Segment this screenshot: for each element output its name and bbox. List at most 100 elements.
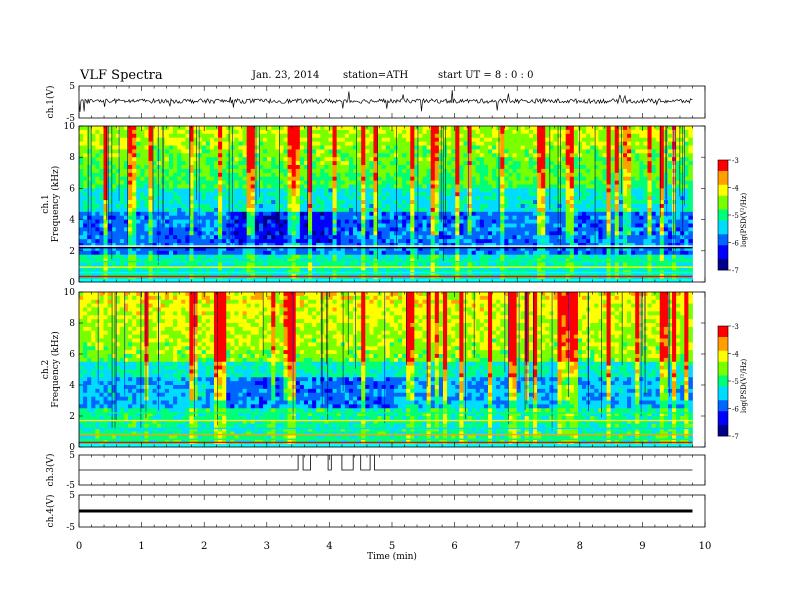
spectrogram-cell [475,165,481,170]
spectrogram-cell [299,137,305,142]
spectrogram-cell [553,188,558,193]
spectrogram-cell [487,207,493,213]
spectrogram-cell [344,258,350,263]
spectrogram-cell [549,141,554,146]
spectrogram-cell [524,165,530,170]
spectrogram-cell [328,141,333,146]
spectrogram-cell [537,227,542,232]
spectrogram-cell [479,219,485,224]
spectrogram-cell [541,219,546,224]
spectrogram-cell [340,227,346,232]
spectrogram-cell [189,227,194,232]
spectrogram-cell [111,145,117,150]
spectrogram-cell [422,227,428,232]
spectrogram-cell [479,141,485,146]
spectrogram-cell [242,188,248,193]
spectrogram-cell [250,141,256,146]
spectrogram-cell [398,184,403,189]
spectrogram-cell [164,219,170,224]
spectrogram-cell [177,231,182,236]
spectrogram-cell [320,137,325,142]
spectrogram-cell [537,254,542,259]
spectrogram-cell [569,133,575,139]
spectrogram-cell [463,172,468,178]
spectrogram-cell [91,161,96,166]
spectrogram-cell [222,215,227,220]
spectrogram-cell [561,172,567,178]
spectrogram-cell [357,211,362,217]
spectrogram-cell [83,243,88,248]
spectrogram-cell [357,266,362,271]
spectrogram-cell [177,145,182,150]
spectrogram-cell [385,227,391,232]
spectrogram-cell [471,129,477,135]
spectrogram-cell [324,165,329,170]
spectrogram-cell [107,188,113,193]
spectrogram-cell [344,161,350,166]
spectrogram-cell [532,165,538,170]
spectrogram-cell [549,133,554,139]
spectrogram-cell [545,250,550,256]
spectrogram-cell [103,192,109,197]
spectrogram-cell [504,262,509,267]
spectrogram-cell [242,153,248,158]
spectrogram-cell [107,196,113,201]
spectrogram-cell [541,239,546,244]
spectrogram-cell [389,266,395,271]
spectrogram-cell [463,129,468,135]
spectrogram-cell [99,157,104,162]
spectrogram-cell [389,180,395,185]
spectrogram-cell [344,126,350,131]
spectrogram-cell [586,137,591,142]
spectrogram-cell [209,129,215,135]
spectrogram-cell [377,246,383,252]
spectrogram-cell [91,254,96,259]
spectrogram-cell [111,250,117,256]
spectrogram-cell [541,192,546,197]
spectrogram-cell [107,180,113,185]
spectrogram-cell [152,126,158,131]
spectrogram-cell [181,129,186,135]
spectrogram-cell [528,153,534,158]
spectrogram-cell [173,126,178,131]
spectrogram-cell [504,165,509,170]
spectrogram-cell [226,172,231,178]
spectrogram-cell [205,219,211,224]
spectrogram-cell [136,126,141,131]
spectrogram-cell [545,184,550,189]
spectrogram-cell [291,165,297,170]
spectrogram-cell [586,149,591,154]
spectrogram-cell [250,176,256,181]
spectrogram-cell [299,176,305,181]
spectrogram-cell [218,223,223,228]
spectrogram-cell [201,227,207,232]
spectrogram-cell [316,188,321,193]
spectrogram-cell [156,266,162,271]
spectrogram-cell [398,227,403,232]
spectrogram-cell [136,219,141,224]
spectrogram-cell [414,176,419,181]
spectrogram-cell [115,137,121,142]
spectrogram-cell [586,184,591,189]
spectrogram-cell [577,165,583,170]
spectrogram-cell [528,204,534,209]
spectrogram-cell [516,153,522,158]
spectrogram-cell [496,192,501,197]
spectrogram-cell [357,126,362,131]
spectrogram-cell [398,172,403,178]
spectrogram-cell [246,250,252,256]
spectrogram-cell [340,266,346,271]
spectrogram-cell [136,188,141,193]
spectrogram-cell [471,188,477,193]
spectrogram-cell [197,129,203,135]
spectrogram-cell [471,211,477,217]
spectrogram-cell [209,141,215,146]
spectrogram-cell [79,215,84,220]
spectrogram-cell [414,227,419,232]
spectrogram-cell [434,188,440,193]
spectrogram-cell [140,149,145,154]
spectrogram-cell [487,196,493,201]
spectrogram-cell [340,165,346,170]
spectrogram-cell [353,227,358,232]
spectrogram-cell [111,157,117,162]
